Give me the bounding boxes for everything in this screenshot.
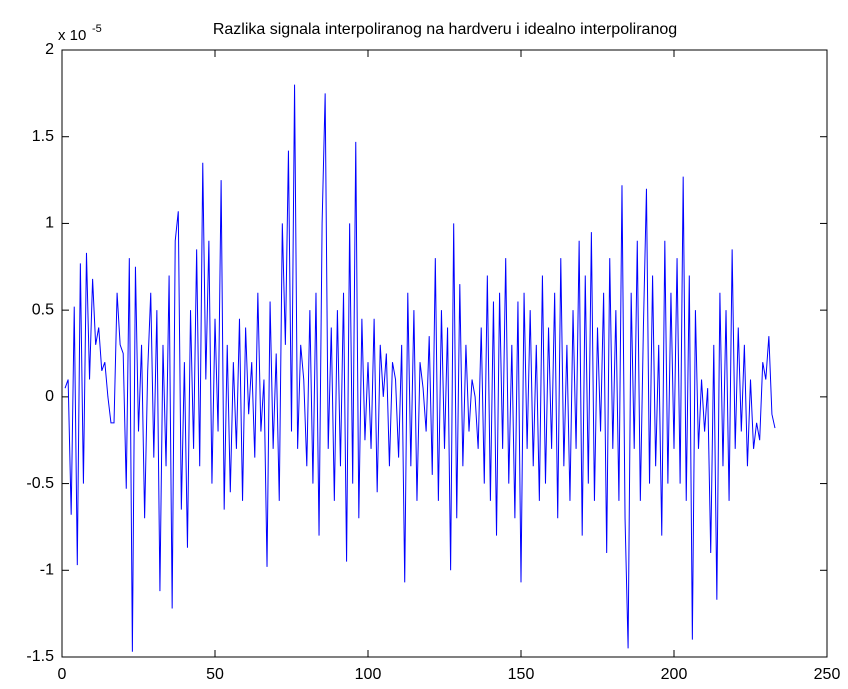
y-tick-label: 1.5 (32, 128, 54, 145)
plot-area (61, 49, 828, 658)
y-tick-label: -1.5 (26, 648, 54, 665)
y-tick-label: 1 (45, 215, 54, 232)
y-multiplier-exponent: -5 (92, 23, 102, 35)
y-multiplier: x 10 (58, 27, 86, 44)
x-tick-label: 200 (661, 666, 688, 683)
y-tick-label: 2 (45, 41, 54, 58)
y-tick-label: 0 (45, 388, 54, 405)
x-tick-label: 150 (508, 666, 535, 683)
x-tick-label: 50 (206, 666, 224, 683)
x-tick-label: 100 (355, 666, 382, 683)
y-tick-label: -0.5 (26, 475, 54, 492)
y-tick-label: -1 (40, 562, 54, 579)
x-tick-label: 0 (58, 666, 67, 683)
chart-title: Razlika signala interpoliranog na hardve… (213, 21, 677, 38)
data-line (64, 84, 776, 652)
y-tick-label: 0.5 (32, 301, 54, 318)
x-tick-label: 250 (814, 666, 841, 683)
